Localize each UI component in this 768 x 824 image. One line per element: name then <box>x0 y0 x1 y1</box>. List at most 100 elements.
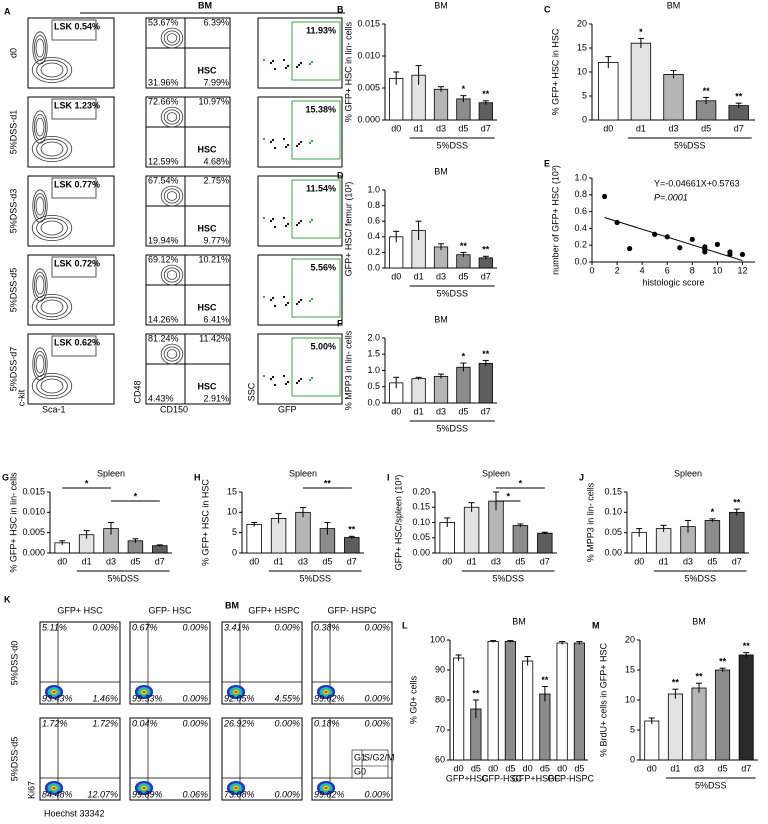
gfp-value: 15.38% <box>305 104 336 114</box>
quadrant-value: 0.00% <box>274 789 300 799</box>
significance: ** <box>482 349 490 359</box>
event-dot <box>299 377 303 381</box>
x-tick-label: d1 <box>670 763 680 773</box>
y-tick-label: 20 <box>577 18 587 28</box>
x-tick-label: d3 <box>436 406 446 416</box>
significance: ** <box>482 245 490 255</box>
event-dot <box>299 61 303 65</box>
legend-label: S/G2/M <box>364 752 395 762</box>
axis-label: Sca-1 <box>42 404 66 414</box>
group-label: GFP+HSC <box>446 773 489 783</box>
x-tick-label: d5 <box>505 763 515 773</box>
x-tick-label: d5 <box>322 556 332 566</box>
y-axis-label: % GFP+ HSC in lin- cells <box>8 472 18 573</box>
quadrant-value: 26.92% <box>223 718 255 728</box>
contour <box>40 220 64 236</box>
x-tick-label: 6 <box>665 265 670 275</box>
y-axis-label: % GFP+ HSC in lin- cells <box>343 21 353 122</box>
y-tick-label: 15 <box>227 486 237 496</box>
x-tick-label: d0 <box>488 763 498 773</box>
quadrant-value: 3.41% <box>224 622 250 632</box>
event-dot <box>284 145 288 149</box>
event-dot <box>282 216 286 220</box>
event-dot <box>310 139 314 143</box>
point <box>614 219 620 226</box>
y-tick-label: 0.20 <box>412 486 430 496</box>
lsk-label: LSK 1.23% <box>54 100 100 110</box>
axis-label: Ki67 <box>26 781 36 799</box>
event-dot <box>295 223 299 227</box>
gfp-gate <box>291 258 341 318</box>
quadrant-value: 12.59% <box>148 156 179 166</box>
quadrant-value: 1.46% <box>92 693 118 703</box>
quadrant-value: 0.67% <box>132 622 158 632</box>
point <box>689 236 695 242</box>
contour <box>166 270 178 280</box>
x-tick-label: d0 <box>442 556 452 566</box>
equation: Y=-0.04661X+0.5763 <box>654 178 740 188</box>
contour <box>35 196 45 216</box>
row-label: 5%DSS-d0 <box>9 641 19 686</box>
quadrant-value: 0.00% <box>364 718 390 728</box>
bar <box>691 687 707 761</box>
group-label: GFP-HSPC <box>547 773 594 783</box>
x-tick-label: d3 <box>106 556 116 566</box>
event-dot <box>284 303 288 307</box>
x-tick-label: d3 <box>683 556 693 566</box>
chart-title: BM <box>434 166 448 176</box>
quadrant-value: 92.05% <box>224 693 255 703</box>
quadrant-value: 0.00% <box>92 622 118 632</box>
bar <box>411 378 426 404</box>
contour <box>35 117 45 137</box>
x-tick-label: d1 <box>636 123 646 133</box>
event-dot <box>310 376 314 380</box>
event-dot <box>299 298 303 302</box>
row-label: 5%DSS-d5 <box>8 268 18 313</box>
event-dot <box>273 67 277 71</box>
quadrant-value: 99.33% <box>132 693 163 703</box>
bar <box>433 246 449 269</box>
event-dot <box>262 58 266 62</box>
quadrant-value: 10.97% <box>198 96 229 106</box>
event-dot <box>295 381 299 385</box>
bracket-label: * <box>134 491 138 501</box>
chart-title: Spleen <box>289 468 317 478</box>
x-tick-label: d7 <box>481 271 491 281</box>
event-dot <box>269 298 273 302</box>
quadrant-value: 67.54% <box>148 175 179 185</box>
panel-title: BM <box>198 0 212 10</box>
x-tick-label: d3 <box>694 763 704 773</box>
x-tick-label: d0 <box>454 763 464 773</box>
quadrant-value: 0.00% <box>364 622 390 632</box>
y-axis-label: % BrdU+ cells in GFP+ HSC <box>598 642 608 757</box>
gfp-value: 11.93% <box>306 25 336 35</box>
x-tick-label: d5 <box>130 556 140 566</box>
event-dot <box>284 382 288 386</box>
panel-letter: A <box>4 6 11 16</box>
bar <box>433 88 449 121</box>
panel-letter: K <box>4 594 11 604</box>
event-dot <box>284 66 288 70</box>
event-dot <box>295 302 299 306</box>
event-dot <box>299 140 303 144</box>
bar <box>644 720 660 761</box>
bracket-label: ** <box>324 478 332 488</box>
contour <box>36 296 68 318</box>
lsk-gate <box>51 177 97 199</box>
significance: ** <box>743 641 751 651</box>
contour <box>34 35 47 62</box>
y-tick-label: 0 <box>630 754 635 764</box>
significance: ** <box>695 672 703 682</box>
column-header: GFP+ HSC <box>57 605 103 615</box>
y-tick-label: 0.10 <box>604 507 622 517</box>
bar <box>512 525 529 554</box>
quadrant-value: 72.66% <box>148 96 179 106</box>
density <box>52 690 56 694</box>
panel-letter: D <box>337 170 344 180</box>
chart-title: BM <box>434 314 448 324</box>
quadrant-value: 4.55% <box>274 693 300 703</box>
event-dot <box>308 220 312 224</box>
y-tick-label: 10 <box>227 507 237 517</box>
density <box>324 690 328 694</box>
